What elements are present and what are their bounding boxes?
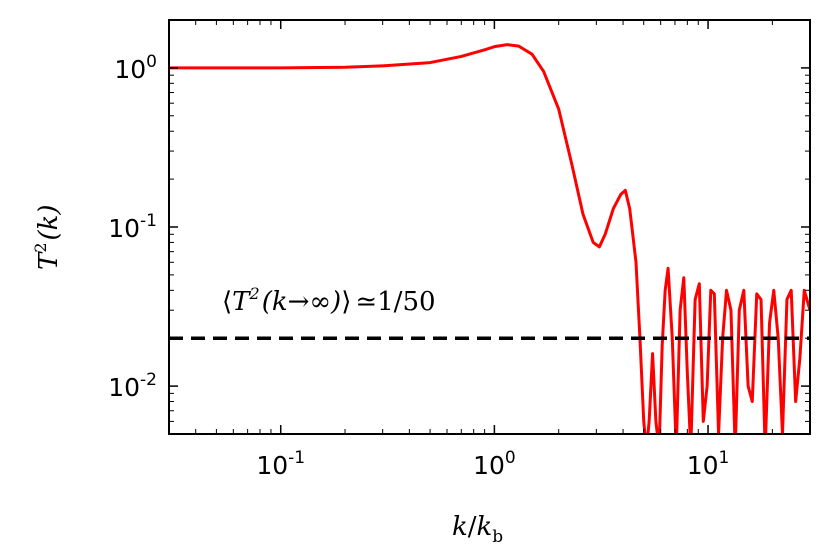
x-axis-label: k/kb	[452, 512, 503, 547]
y-tick-label-base: 10	[108, 214, 140, 243]
x-tick-label-base: 10	[687, 451, 719, 480]
x-tick-label: 101	[687, 448, 730, 480]
y-axis-label: T2 (k)	[31, 204, 64, 270]
y-tick-label: 100	[114, 52, 157, 84]
xlabel-k: k	[452, 512, 468, 542]
ylabel-T: T	[34, 251, 64, 270]
transfer-curve	[169, 43, 810, 434]
xlabel-slash: /	[468, 512, 477, 542]
annotation: ⟨T2(k→∞)⟩ ≃1/50	[222, 284, 436, 317]
y-tick-label: 10-2	[108, 370, 157, 402]
ylabel-sup: 2	[31, 242, 50, 252]
x-tick-label-exponent: -1	[288, 448, 305, 468]
annotation-close: ⟩	[341, 287, 351, 317]
x-tick-label-base: 10	[256, 451, 288, 480]
y-tick-label-exponent: 0	[146, 52, 157, 72]
annotation-approx: ≃	[355, 287, 377, 317]
x-tick-label: 10-1	[256, 448, 305, 480]
y-tick-label-exponent: -2	[140, 370, 157, 390]
x-tick-label-exponent: 1	[719, 448, 730, 468]
xlabel-kb: k	[477, 512, 493, 542]
annotation-T: T	[232, 287, 251, 317]
y-tick-label-base: 10	[114, 55, 146, 84]
x-tick-label: 100	[473, 448, 516, 480]
x-tick-label-base: 10	[473, 451, 505, 480]
annotation-arg: (k→∞)	[262, 287, 342, 317]
y-tick-label-exponent: -1	[140, 211, 157, 231]
annotation-value: 1/50	[377, 287, 435, 317]
y-tick-label-base: 10	[108, 373, 140, 402]
annotation-open: ⟨	[222, 287, 232, 317]
x-tick-label-exponent: 0	[505, 448, 516, 468]
y-tick-label: 10-1	[108, 211, 157, 243]
ylabel-arg: (k)	[34, 204, 64, 240]
series-layer	[169, 43, 810, 434]
plot-frame	[168, 19, 811, 435]
annotation-sup: 2	[249, 284, 260, 303]
xlabel-sub: b	[492, 527, 503, 547]
